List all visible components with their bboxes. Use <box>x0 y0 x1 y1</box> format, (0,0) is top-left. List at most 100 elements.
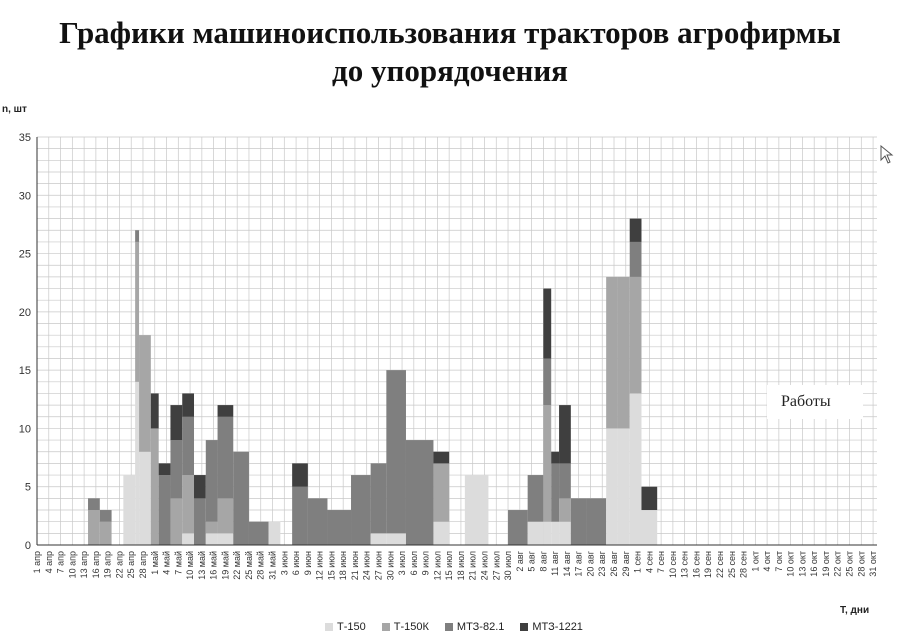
x-tick-label: 19 окт <box>821 551 831 577</box>
bar-МТЗ-82.1 <box>205 440 218 522</box>
x-tick-label: 25 окт <box>845 551 855 577</box>
bar-МТЗ-82.1 <box>217 416 234 499</box>
x-tick-label: 13 сен <box>680 551 690 578</box>
x-tick-label: 6 июн <box>291 551 301 575</box>
x-tick-label: 7 апр <box>56 551 66 573</box>
x-tick-label: 4 апр <box>44 551 54 573</box>
bar-МТЗ-1221 <box>158 463 171 476</box>
legend-label: Т-150 <box>337 621 366 633</box>
chart-title-line2: до упорядочения <box>332 53 568 88</box>
x-tick-label: 30 июн <box>385 551 395 580</box>
bar-МТЗ-82.1 <box>248 521 269 545</box>
legend-item: Т-150К <box>381 621 429 633</box>
bar-Т-150 <box>123 475 136 545</box>
x-tick-label: 4 окт <box>762 551 772 572</box>
x-tick-label: 25 сен <box>727 551 737 578</box>
bar-МТЗ-82.1 <box>170 440 183 499</box>
x-tick-label: 1 апр <box>32 551 42 573</box>
bar-МТЗ-82.1 <box>551 463 560 522</box>
bar-Т-150К <box>99 521 112 545</box>
x-tick-label: 1 сен <box>633 551 643 573</box>
x-tick-label: 9 июл <box>421 551 431 575</box>
x-tick-label: 16 май <box>209 551 219 580</box>
chart-title: Графики машиноиспользования тракторов аг… <box>0 14 900 90</box>
x-tick-label: 7 май <box>173 551 183 575</box>
bar-МТЗ-1221 <box>629 218 642 242</box>
x-tick-label: 28 апр <box>138 551 148 578</box>
bar-Т-150 <box>606 428 618 545</box>
x-tick-label: 18 июл <box>456 551 466 580</box>
mouse-cursor-icon <box>880 145 894 164</box>
x-tick-label: 5 авг <box>527 550 537 571</box>
bar-МТЗ-1221 <box>543 288 552 359</box>
bar-МТЗ-1221 <box>551 451 560 464</box>
bar-МТЗ-82.1 <box>88 498 100 511</box>
bar-Т-150 <box>135 381 140 545</box>
y-tick-label: 5 <box>25 482 31 494</box>
legend-item: МТЗ-82.1 <box>444 621 505 633</box>
x-tick-label: 12 июл <box>432 551 442 580</box>
x-tick-label: 18 июн <box>338 551 348 580</box>
bar-МТЗ-82.1 <box>570 498 587 545</box>
legend-label: МТЗ-82.1 <box>456 621 505 633</box>
x-tick-label: 13 окт <box>797 551 807 577</box>
x-tick-label: 11 авг <box>550 550 560 576</box>
bar-Т-150 <box>617 428 630 545</box>
x-tick-label: 30 июл <box>503 551 513 580</box>
bar-МТЗ-82.1 <box>99 510 112 522</box>
bar-Т-150К <box>433 463 450 522</box>
bar-МТЗ-1221 <box>182 393 195 417</box>
bar-Т-150 <box>217 533 234 545</box>
x-tick-label: 16 сен <box>691 551 701 578</box>
bar-Т-150 <box>139 451 151 545</box>
works-annotation: Работы <box>767 385 863 419</box>
x-tick-label: 15 июн <box>326 551 336 580</box>
x-tick-label: 10 май <box>185 551 195 580</box>
bar-МТЗ-1221 <box>170 405 183 441</box>
bar-Т-150К <box>217 498 234 534</box>
bar-МТЗ-82.1 <box>586 498 607 545</box>
x-tick-label: 22 окт <box>833 551 843 577</box>
x-tick-label: 1 окт <box>750 551 760 572</box>
x-tick-label: 19 май <box>220 551 230 580</box>
x-tick-label: 22 апр <box>114 551 124 578</box>
x-tick-label: 21 июл <box>468 551 478 580</box>
bar-Т-150К <box>135 241 140 382</box>
bar-Т-150 <box>641 510 658 545</box>
bar-МТЗ-82.1 <box>327 510 352 545</box>
bar-МТЗ-1221 <box>559 405 571 464</box>
legend-swatch <box>381 623 390 631</box>
x-tick-label: 1 май <box>150 551 160 575</box>
x-tick-label: 28 сен <box>739 551 749 578</box>
bar-МТЗ-82.1 <box>386 370 406 534</box>
x-tick-label: 22 май <box>232 551 242 580</box>
x-tick-label: 12 июн <box>315 551 325 580</box>
x-tick-label: 4 май <box>162 551 172 575</box>
x-tick-label: 19 апр <box>103 551 113 578</box>
bar-Т-150 <box>370 533 387 545</box>
bar-Т-150К <box>606 276 618 429</box>
x-tick-label: 31 май <box>268 551 278 580</box>
x-tick-label: 27 июл <box>491 551 501 580</box>
bar-Т-150К <box>629 276 642 394</box>
bar-Т-150К <box>543 405 552 522</box>
bar-Т-150 <box>386 533 406 545</box>
bar-МТЗ-82.1 <box>370 463 387 534</box>
bar-МТЗ-1221 <box>433 451 450 464</box>
bar-Т-150К <box>559 498 571 522</box>
bar-Т-150 <box>551 521 560 545</box>
bar-МТЗ-82.1 <box>351 475 371 545</box>
x-tick-label: 24 июн <box>362 551 372 580</box>
bar-Т-150 <box>527 521 544 545</box>
x-tick-label: 16 окт <box>809 551 819 577</box>
y-tick-label: 35 <box>19 132 31 144</box>
x-tick-label: 7 сен <box>656 551 666 573</box>
x-tick-label: 10 сен <box>668 551 678 578</box>
x-tick-label: 3 июл <box>397 551 407 575</box>
y-tick-label: 20 <box>19 307 31 319</box>
x-tick-label: 28 май <box>256 551 266 580</box>
x-tick-label: 16 апр <box>91 551 101 578</box>
bar-Т-150К <box>139 335 151 452</box>
chart-title-line1: Графики машиноиспользования тракторов аг… <box>59 15 841 50</box>
